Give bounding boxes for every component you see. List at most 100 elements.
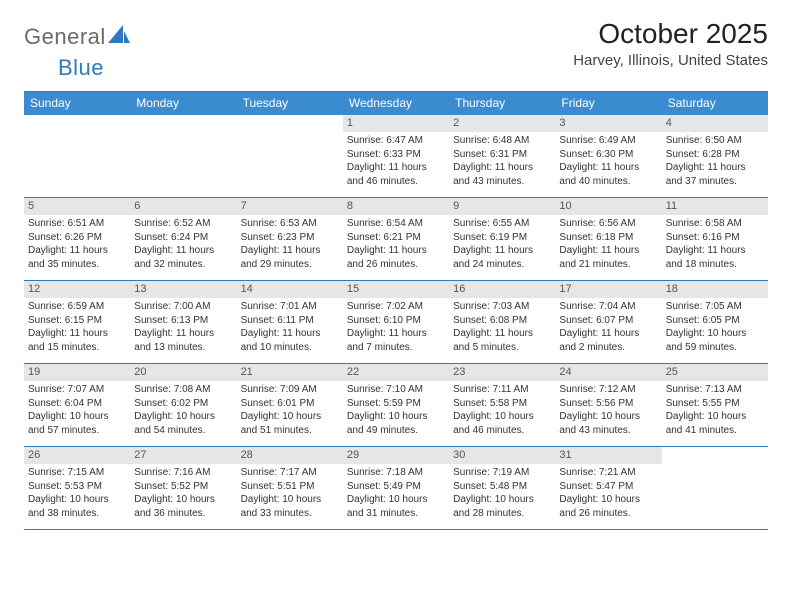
- day-number: 14: [237, 281, 343, 298]
- sunset-text: Sunset: 5:53 PM: [28, 480, 126, 494]
- sunrise-text: Sunrise: 6:51 AM: [28, 217, 126, 231]
- day-cell: 28Sunrise: 7:17 AMSunset: 5:51 PMDayligh…: [237, 447, 343, 529]
- day-number: 6: [130, 198, 236, 215]
- sunrise-text: Sunrise: 7:15 AM: [28, 466, 126, 480]
- daylight-text: Daylight: 10 hours and 28 minutes.: [453, 493, 551, 520]
- day-body: Sunrise: 6:56 AMSunset: 6:18 PMDaylight:…: [555, 215, 661, 275]
- sunrise-text: Sunrise: 6:53 AM: [241, 217, 339, 231]
- sunset-text: Sunset: 6:02 PM: [134, 397, 232, 411]
- daylight-text: Daylight: 11 hours and 18 minutes.: [666, 244, 764, 271]
- sunset-text: Sunset: 6:23 PM: [241, 231, 339, 245]
- daylight-text: Daylight: 11 hours and 5 minutes.: [453, 327, 551, 354]
- sunset-text: Sunset: 6:05 PM: [666, 314, 764, 328]
- day-cell: 25 Sunrise: 7:13 AMSunset: 5:55 PMDayligh…: [662, 364, 768, 446]
- day-cell: 4Sunrise: 6:50 AMSunset: 6:28 PMDaylight…: [662, 115, 768, 197]
- sunrise-text: Sunrise: 7:13 AM: [666, 383, 764, 397]
- day-body: Sunrise: 6:59 AMSunset: 6:15 PMDaylight:…: [24, 298, 130, 358]
- daylight-text: Daylight: 10 hours and 38 minutes.: [28, 493, 126, 520]
- location-text: Harvey, Illinois, United States: [573, 52, 768, 69]
- day-body: Sunrise: 6:54 AMSunset: 6:21 PMDaylight:…: [343, 215, 449, 275]
- day-number: 23: [449, 364, 555, 381]
- day-body: Sunrise: 7:21 AMSunset: 5:47 PMDaylight:…: [555, 464, 661, 524]
- day-number: 1: [343, 115, 449, 132]
- day-cell: 8Sunrise: 6:54 AMSunset: 6:21 PMDaylight…: [343, 198, 449, 280]
- sunrise-text: Sunrise: 7:16 AM: [134, 466, 232, 480]
- day-body: Sunrise: 6:52 AMSunset: 6:24 PMDaylight:…: [130, 215, 236, 275]
- day-number: 17: [555, 281, 661, 298]
- sunrise-text: Sunrise: 7:12 AM: [559, 383, 657, 397]
- day-body: Sunrise: 7:11 AMSunset: 5:58 PMDaylight:…: [449, 381, 555, 441]
- sunrise-text: Sunrise: 7:19 AM: [453, 466, 551, 480]
- daylight-text: Daylight: 10 hours and 36 minutes.: [134, 493, 232, 520]
- daylight-text: Daylight: 11 hours and 40 minutes.: [559, 161, 657, 188]
- sunrise-text: Sunrise: 7:08 AM: [134, 383, 232, 397]
- sunrise-text: Sunrise: 7:02 AM: [347, 300, 445, 314]
- daylight-text: Daylight: 11 hours and 21 minutes.: [559, 244, 657, 271]
- day-body: Sunrise: 6:55 AMSunset: 6:19 PMDaylight:…: [449, 215, 555, 275]
- day-body: Sunrise: 7:19 AMSunset: 5:48 PMDaylight:…: [449, 464, 555, 524]
- sunset-text: Sunset: 6:21 PM: [347, 231, 445, 245]
- day-body: Sunrise: 7:07 AMSunset: 6:04 PMDaylight:…: [24, 381, 130, 441]
- sunrise-text: Sunrise: 7:03 AM: [453, 300, 551, 314]
- sunrise-text: Sunrise: 6:52 AM: [134, 217, 232, 231]
- day-number: 25: [662, 364, 768, 381]
- sunrise-text: Sunrise: 7:00 AM: [134, 300, 232, 314]
- day-number: 19: [24, 364, 130, 381]
- sunset-text: Sunset: 6:30 PM: [559, 148, 657, 162]
- sunset-text: Sunset: 5:47 PM: [559, 480, 657, 494]
- day-body: Sunrise: 7:05 AMSunset: 6:05 PMDaylight:…: [662, 298, 768, 358]
- daylight-text: Daylight: 10 hours and 41 minutes.: [666, 410, 764, 437]
- day-body: Sunrise: 7:02 AMSunset: 6:10 PMDaylight:…: [343, 298, 449, 358]
- sunrise-text: Sunrise: 6:58 AM: [666, 217, 764, 231]
- day-body: Sunrise: 7:09 AMSunset: 6:01 PMDaylight:…: [237, 381, 343, 441]
- daylight-text: Daylight: 11 hours and 37 minutes.: [666, 161, 764, 188]
- day-cell: 13Sunrise: 7:00 AMSunset: 6:13 PMDayligh…: [130, 281, 236, 363]
- day-body: Sunrise: 6:58 AMSunset: 6:16 PMDaylight:…: [662, 215, 768, 275]
- logo-text-blue: Blue: [58, 55, 104, 80]
- day-body: Sunrise: 7:01 AMSunset: 6:11 PMDaylight:…: [237, 298, 343, 358]
- day-cell: 16Sunrise: 7:03 AMSunset: 6:08 PMDayligh…: [449, 281, 555, 363]
- calendar-page: General October 2025 Harvey, Illinois, U…: [0, 0, 792, 530]
- sunset-text: Sunset: 5:55 PM: [666, 397, 764, 411]
- daylight-text: Daylight: 11 hours and 15 minutes.: [28, 327, 126, 354]
- sunrise-text: Sunrise: 7:18 AM: [347, 466, 445, 480]
- daylight-text: Daylight: 11 hours and 35 minutes.: [28, 244, 126, 271]
- sunrise-text: Sunrise: 6:55 AM: [453, 217, 551, 231]
- day-body: Sunrise: 7:15 AMSunset: 5:53 PMDaylight:…: [24, 464, 130, 524]
- sunrise-text: Sunrise: 7:09 AM: [241, 383, 339, 397]
- day-cell: 27Sunrise: 7:16 AMSunset: 5:52 PMDayligh…: [130, 447, 236, 529]
- daylight-text: Daylight: 11 hours and 29 minutes.: [241, 244, 339, 271]
- day-body: Sunrise: 7:03 AMSunset: 6:08 PMDaylight:…: [449, 298, 555, 358]
- daylight-text: Daylight: 10 hours and 26 minutes.: [559, 493, 657, 520]
- sunrise-text: Sunrise: 7:17 AM: [241, 466, 339, 480]
- sunrise-text: Sunrise: 7:05 AM: [666, 300, 764, 314]
- day-number: 18: [662, 281, 768, 298]
- daylight-text: Daylight: 11 hours and 24 minutes.: [453, 244, 551, 271]
- sunset-text: Sunset: 6:31 PM: [453, 148, 551, 162]
- daylight-text: Daylight: 10 hours and 43 minutes.: [559, 410, 657, 437]
- day-number: 2: [449, 115, 555, 132]
- sunset-text: Sunset: 6:07 PM: [559, 314, 657, 328]
- week-row: 19Sunrise: 7:07 AMSunset: 6:04 PMDayligh…: [24, 364, 768, 447]
- sunset-text: Sunset: 5:48 PM: [453, 480, 551, 494]
- day-body: Sunrise: 7:18 AMSunset: 5:49 PMDaylight:…: [343, 464, 449, 524]
- day-cell: 7Sunrise: 6:53 AMSunset: 6:23 PMDaylight…: [237, 198, 343, 280]
- dow-cell: Wednesday: [343, 92, 449, 115]
- sunset-text: Sunset: 5:56 PM: [559, 397, 657, 411]
- daylight-text: Daylight: 10 hours and 51 minutes.: [241, 410, 339, 437]
- sunset-text: Sunset: 6:24 PM: [134, 231, 232, 245]
- sunrise-text: Sunrise: 7:04 AM: [559, 300, 657, 314]
- day-number: 10: [555, 198, 661, 215]
- day-cell: 11Sunrise: 6:58 AMSunset: 6:16 PMDayligh…: [662, 198, 768, 280]
- day-number: 26: [24, 447, 130, 464]
- sunset-text: Sunset: 5:51 PM: [241, 480, 339, 494]
- day-cell: 10Sunrise: 6:56 AMSunset: 6:18 PMDayligh…: [555, 198, 661, 280]
- week-row: 1Sunrise: 6:47 AMSunset: 6:33 PMDaylight…: [24, 115, 768, 198]
- daylight-text: Daylight: 10 hours and 49 minutes.: [347, 410, 445, 437]
- sunrise-text: Sunrise: 6:47 AM: [347, 134, 445, 148]
- day-cell: 21Sunrise: 7:09 AMSunset: 6:01 PMDayligh…: [237, 364, 343, 446]
- day-number: 3: [555, 115, 661, 132]
- daylight-text: Daylight: 10 hours and 57 minutes.: [28, 410, 126, 437]
- day-cell: 3Sunrise: 6:49 AMSunset: 6:30 PMDaylight…: [555, 115, 661, 197]
- sunset-text: Sunset: 6:13 PM: [134, 314, 232, 328]
